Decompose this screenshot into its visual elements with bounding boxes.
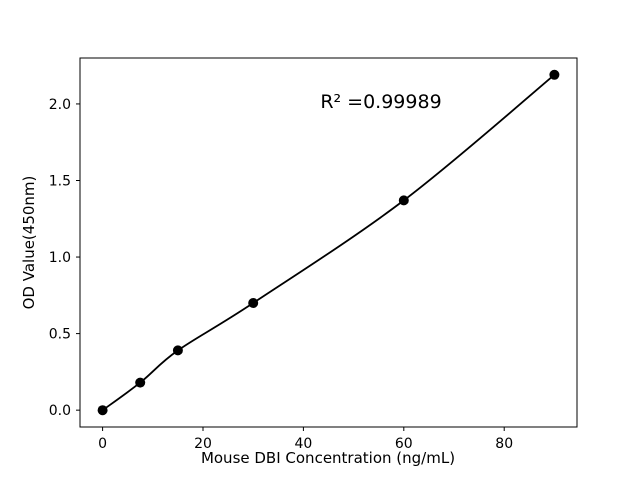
x-tick-label: 0 — [98, 436, 107, 452]
x-tick-label: 40 — [294, 436, 312, 452]
y-tick-label: 0.5 — [49, 327, 71, 343]
data-point — [135, 377, 146, 388]
y-tick-label: 1.5 — [49, 173, 71, 189]
r-squared-annotation: R² =0.99989 — [320, 91, 441, 113]
y-tick-label: 0.0 — [49, 403, 71, 419]
data-point — [172, 345, 183, 356]
axes-frame — [79, 57, 578, 428]
fit-line — [102, 74, 555, 411]
data-point — [97, 405, 108, 416]
x-axis-label: Mouse DBI Concentration (ng/mL) — [201, 449, 455, 467]
x-tick-label: 60 — [395, 436, 413, 452]
x-tick-label: 20 — [194, 436, 212, 452]
y-tick-label: 1.0 — [49, 250, 71, 266]
data-point — [549, 69, 560, 80]
y-tick-label: 2.0 — [49, 97, 71, 113]
x-tick-label: 80 — [495, 436, 513, 452]
data-point — [398, 195, 409, 206]
data-point — [248, 298, 259, 308]
y-axis-label: OD Value(450nm) — [20, 176, 38, 310]
plot-area: 0 20 40 60 80 0.0 0.5 1.0 1.5 2.0 — [49, 57, 578, 452]
